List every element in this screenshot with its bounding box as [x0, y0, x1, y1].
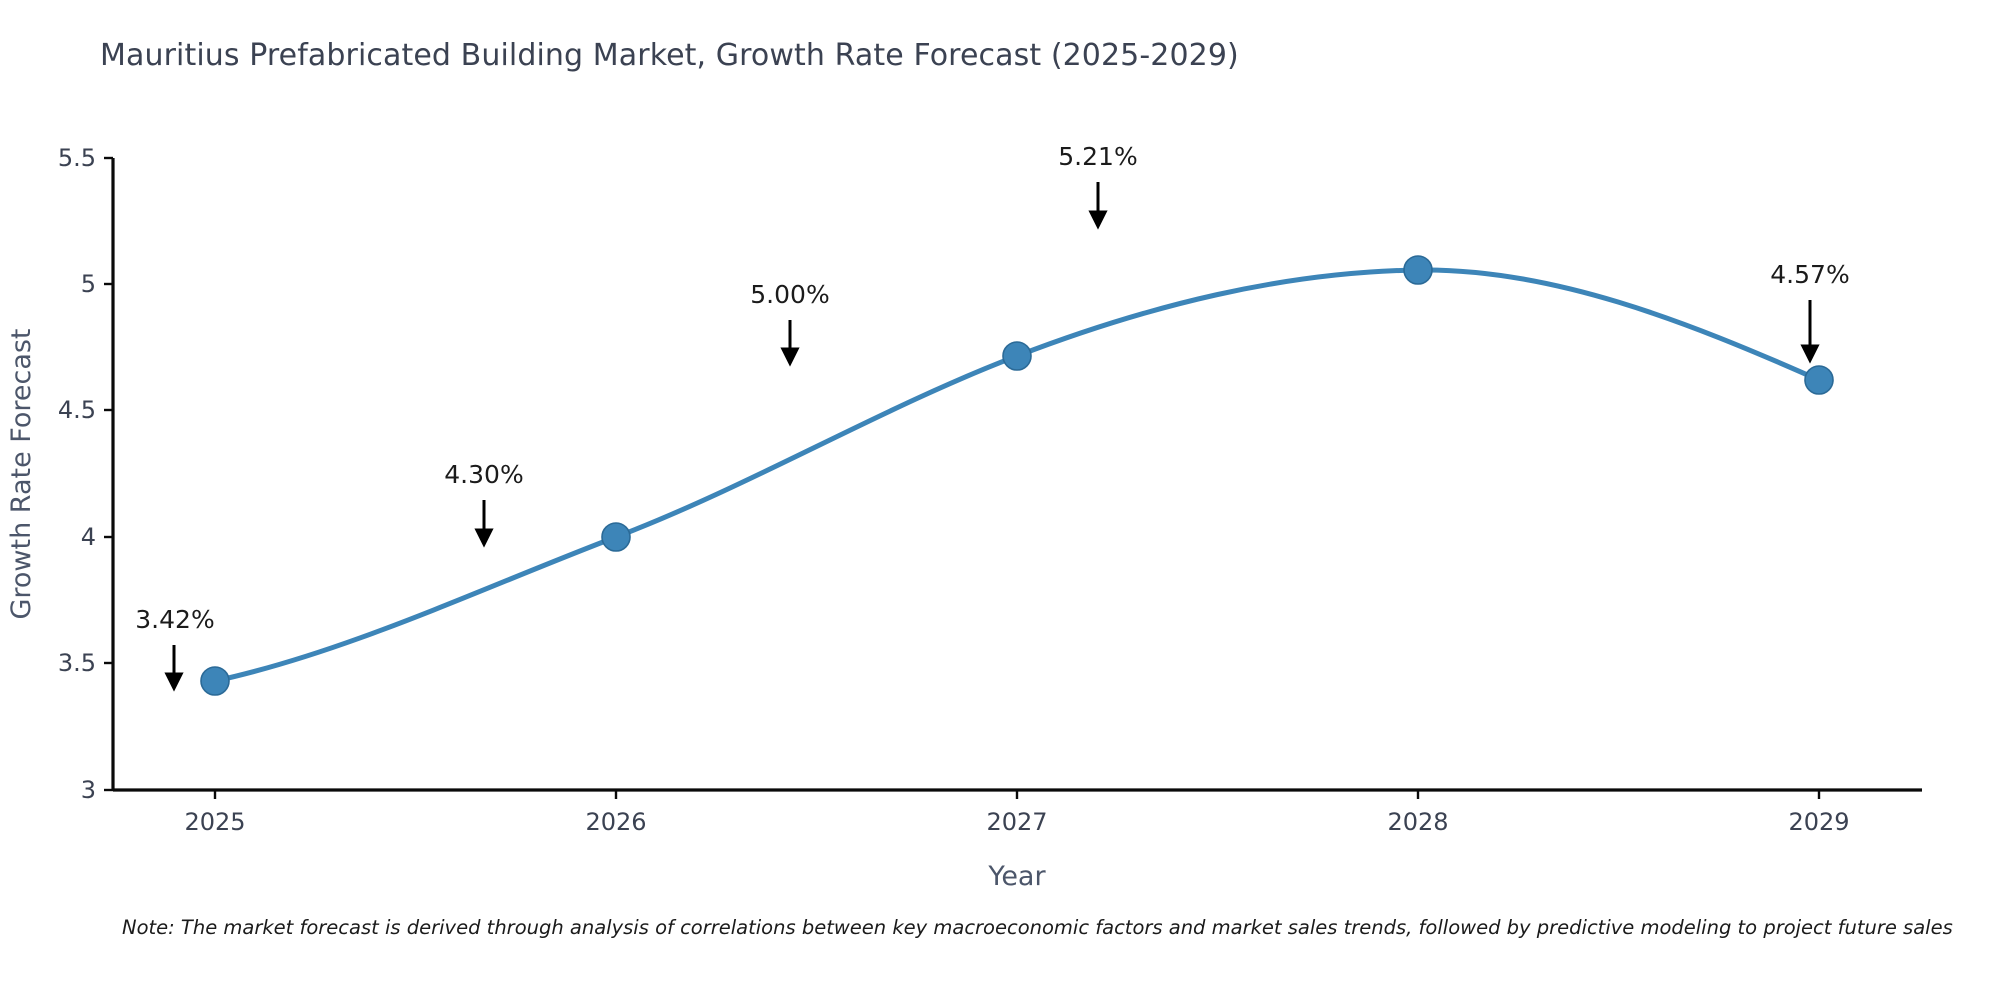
x-axis-title: Year	[987, 861, 1046, 892]
data-point-marker[interactable]	[1804, 365, 1834, 395]
data-point-marker[interactable]	[1002, 341, 1032, 371]
data-point-label: 5.00%	[750, 280, 829, 309]
y-tick-label: 3.5	[58, 649, 96, 677]
x-tick-labels: 2025 2026 2027 2028 2029	[184, 808, 1849, 836]
y-tick-labels: 3 3.5 4 4.5 5 5.5	[58, 144, 96, 804]
x-tick-marks	[213, 790, 1821, 799]
annotation-arrows	[164, 182, 1820, 692]
data-point-marker[interactable]	[200, 666, 230, 696]
data-point-label: 3.42%	[135, 605, 214, 634]
page-title: Mauritius Prefabricated Building Market,…	[100, 38, 1239, 73]
y-tick-label: 4	[81, 523, 96, 551]
data-point-label: 5.21%	[1058, 142, 1137, 171]
y-tick-label: 3	[81, 776, 96, 804]
y-tick-label: 5	[81, 270, 96, 298]
y-axis-title: Growth Rate Forecast	[6, 328, 37, 619]
y-tick-marks	[104, 156, 113, 792]
y-tick-label: 4.5	[58, 396, 96, 424]
x-tick-label: 2025	[184, 808, 245, 836]
data-point-label: 4.30%	[444, 460, 523, 489]
data-point-marker[interactable]	[1403, 255, 1433, 285]
annotation-labels: 3.42% 4.30% 5.00% 5.21% 4.57%	[135, 142, 1849, 634]
x-tick-label: 2027	[986, 808, 1047, 836]
x-tick-label: 2028	[1387, 808, 1448, 836]
data-point-label: 4.57%	[1770, 260, 1849, 289]
series-markers	[200, 255, 1834, 696]
footer-note: Note: The market forecast is derived thr…	[122, 916, 1953, 939]
x-tick-label: 2029	[1788, 808, 1849, 836]
x-tick-label: 2026	[585, 808, 646, 836]
y-tick-label: 5.5	[58, 144, 96, 172]
data-point-marker[interactable]	[601, 522, 631, 552]
